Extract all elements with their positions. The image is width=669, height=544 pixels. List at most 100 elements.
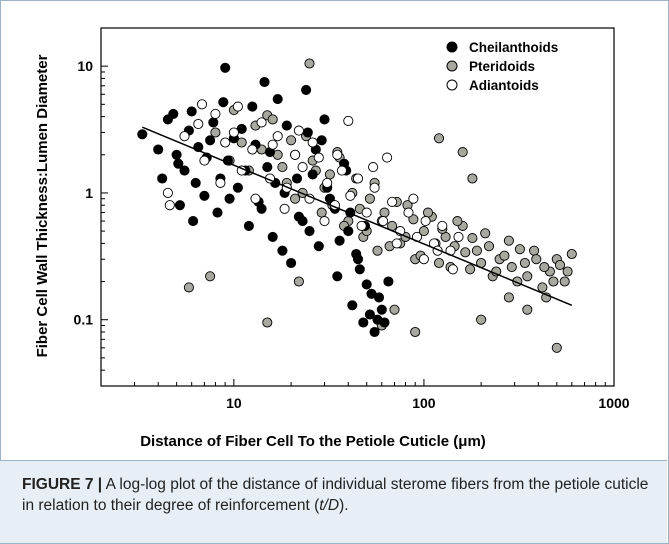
cheilanthoids-point <box>332 271 343 282</box>
pteridoids-point <box>480 228 491 239</box>
pteridoids-point <box>267 114 278 125</box>
pteridoids-point <box>460 247 471 258</box>
pteridoids-point <box>503 235 514 246</box>
pteridoids-point <box>205 271 216 282</box>
cheilanthoids-point <box>157 173 168 184</box>
cheilanthoids-legend-marker <box>446 41 458 53</box>
pteridoids-point <box>483 241 495 252</box>
cheilanthoids-point <box>137 129 148 140</box>
y-axis-ticks: 0.1 1 10 <box>74 27 108 387</box>
pteridoids-point <box>433 133 445 144</box>
adiantoids-point <box>247 144 258 155</box>
adiantoids-point <box>199 155 210 166</box>
pteridoids-point <box>452 216 463 227</box>
pteridoids-point <box>566 248 577 260</box>
cheilanthoids-point <box>224 193 235 204</box>
adiantoids-point <box>418 254 429 265</box>
caption-end: ). <box>339 497 349 514</box>
cheilanthoids-point <box>316 135 327 146</box>
adiantoids-point <box>232 101 243 112</box>
cheilanthoids-point <box>179 165 190 176</box>
adiantoids-point <box>290 149 301 160</box>
cheilanthoids-point <box>347 300 358 311</box>
pteridoids-point <box>548 276 559 287</box>
adiantoids-point <box>378 216 389 227</box>
adiantoids-point <box>267 139 278 150</box>
pteridoids-point <box>379 207 390 218</box>
pteridoids-point <box>364 193 375 204</box>
cheilanthoids-point <box>361 279 372 290</box>
cheilanthoids-point <box>376 304 387 315</box>
adiantoids-point <box>447 264 458 275</box>
adiantoids-point <box>293 125 304 136</box>
adiantoids-point <box>420 216 431 227</box>
pteridoids-point <box>519 257 530 269</box>
cheilanthoids-point <box>369 326 380 338</box>
pteridoids-point <box>316 207 327 218</box>
pteridoids-point <box>559 276 570 287</box>
cheilanthoids-point <box>307 169 318 180</box>
pteridoids-point <box>467 233 478 244</box>
pteridoids-point <box>537 282 548 293</box>
cheilanthoids-point <box>372 314 383 325</box>
pteridoids-point <box>539 262 550 273</box>
cheilanthoids-point <box>358 317 369 328</box>
pteridoids-point <box>551 342 562 353</box>
pteridoids-point <box>433 257 445 269</box>
cheilanthoids-point <box>319 114 330 125</box>
adiantoids-point <box>453 231 464 242</box>
cheilanthoids-point <box>302 127 313 138</box>
adiantoids-point <box>391 238 402 249</box>
adiantoids-point <box>408 193 419 204</box>
adiantoids-legend-marker <box>446 79 458 91</box>
cheilanthoids-point <box>188 216 199 227</box>
pteridoids-point <box>457 147 468 158</box>
pteridoids-point <box>418 226 429 237</box>
cheilanthoids-point <box>174 200 185 211</box>
adiantoids-point <box>210 108 221 119</box>
x-axis-label: Distance of Fiber Cell To the Petiole Cu… <box>140 433 486 450</box>
pteridoids-point <box>304 58 315 69</box>
adiantoids-point <box>387 196 398 207</box>
chart-legend: Cheilanthoids Pteridoids Adiantoids <box>446 40 558 93</box>
pteridoids-point <box>389 304 400 315</box>
adiantoids-point <box>313 152 324 163</box>
cheilanthoids-point <box>297 216 308 227</box>
pteridoids-point <box>562 266 573 277</box>
cheilanthoids-point <box>301 84 312 95</box>
pteridoids-point <box>183 282 194 293</box>
pteridoids-legend-label: Pteridoids <box>469 59 535 74</box>
adiantoids-points <box>162 99 464 275</box>
adiantoids-point <box>368 162 379 173</box>
cheilanthoids-legend-label: Cheilanthoids <box>469 40 558 55</box>
cheilanthoids-point <box>304 226 315 237</box>
caption-box <box>0 460 667 543</box>
cheilanthoids-point <box>354 264 365 275</box>
cheilanthoids-point <box>232 182 243 193</box>
cheilanthoids-point <box>343 226 354 237</box>
pteridoids-point <box>277 162 288 173</box>
cheilanthoids-point <box>220 62 231 73</box>
y-tick-label: 10 <box>77 58 93 74</box>
cheilanthoids-point <box>171 149 182 160</box>
cheilanthoids-point <box>199 190 210 201</box>
y-axis-label: Fiber Cell Wall Thickness:Lumen Diameter <box>34 54 51 357</box>
cheilanthoids-point <box>153 144 164 155</box>
caption-text: A log-log plot of the distance of indivi… <box>22 476 649 514</box>
adiantoids-point <box>382 152 393 163</box>
cheilanthoids-point <box>313 241 324 252</box>
pteridoids-point <box>372 245 383 256</box>
adiantoids-point <box>228 127 239 138</box>
cheilanthoids-point <box>186 106 197 117</box>
cheilanthoids-point <box>351 248 362 260</box>
figure-label: FIGURE 7 | <box>22 476 103 493</box>
pteridoids-point <box>293 276 304 287</box>
cheilanthoids-point <box>366 288 377 299</box>
cheilanthoids-point <box>168 108 179 119</box>
adiantoids-point <box>297 162 308 173</box>
adiantoids-point <box>332 149 343 160</box>
cheilanthoids-point <box>243 220 254 231</box>
x-tick-label: 1000 <box>598 395 629 411</box>
cheilanthoids-point <box>277 245 288 256</box>
